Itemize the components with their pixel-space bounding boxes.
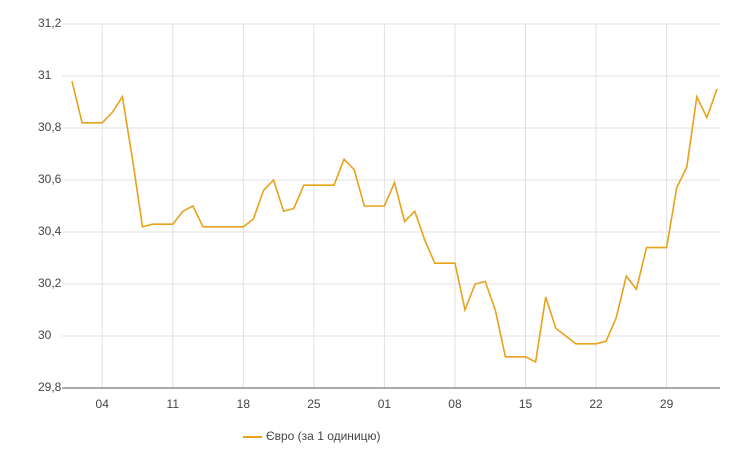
y-tick-label: 30,4 (38, 224, 62, 238)
x-tick-label: 11 (167, 397, 180, 411)
y-tick-label: 30 (38, 328, 52, 342)
y-tick-label: 31 (38, 68, 52, 82)
x-tick-label: 08 (448, 397, 462, 411)
y-tick-label: 30,6 (38, 172, 62, 186)
y-tick-label: 29,8 (38, 380, 62, 394)
y-tick-label: 30,2 (38, 276, 62, 290)
x-tick-label: 15 (519, 397, 533, 411)
x-tick-label: 01 (378, 397, 392, 411)
x-tick-label: 18 (237, 397, 251, 411)
x-tick-label: 22 (589, 397, 603, 411)
y-tick-label: 30,8 (38, 120, 62, 134)
y-tick-label: 31,2 (38, 16, 62, 30)
x-tick-label: 25 (307, 397, 321, 411)
x-tick-label: 29 (660, 397, 674, 411)
series-line (71, 81, 718, 364)
legend-label: Євро (за 1 одиницю) (266, 429, 381, 443)
x-tick-label: 04 (96, 397, 110, 411)
